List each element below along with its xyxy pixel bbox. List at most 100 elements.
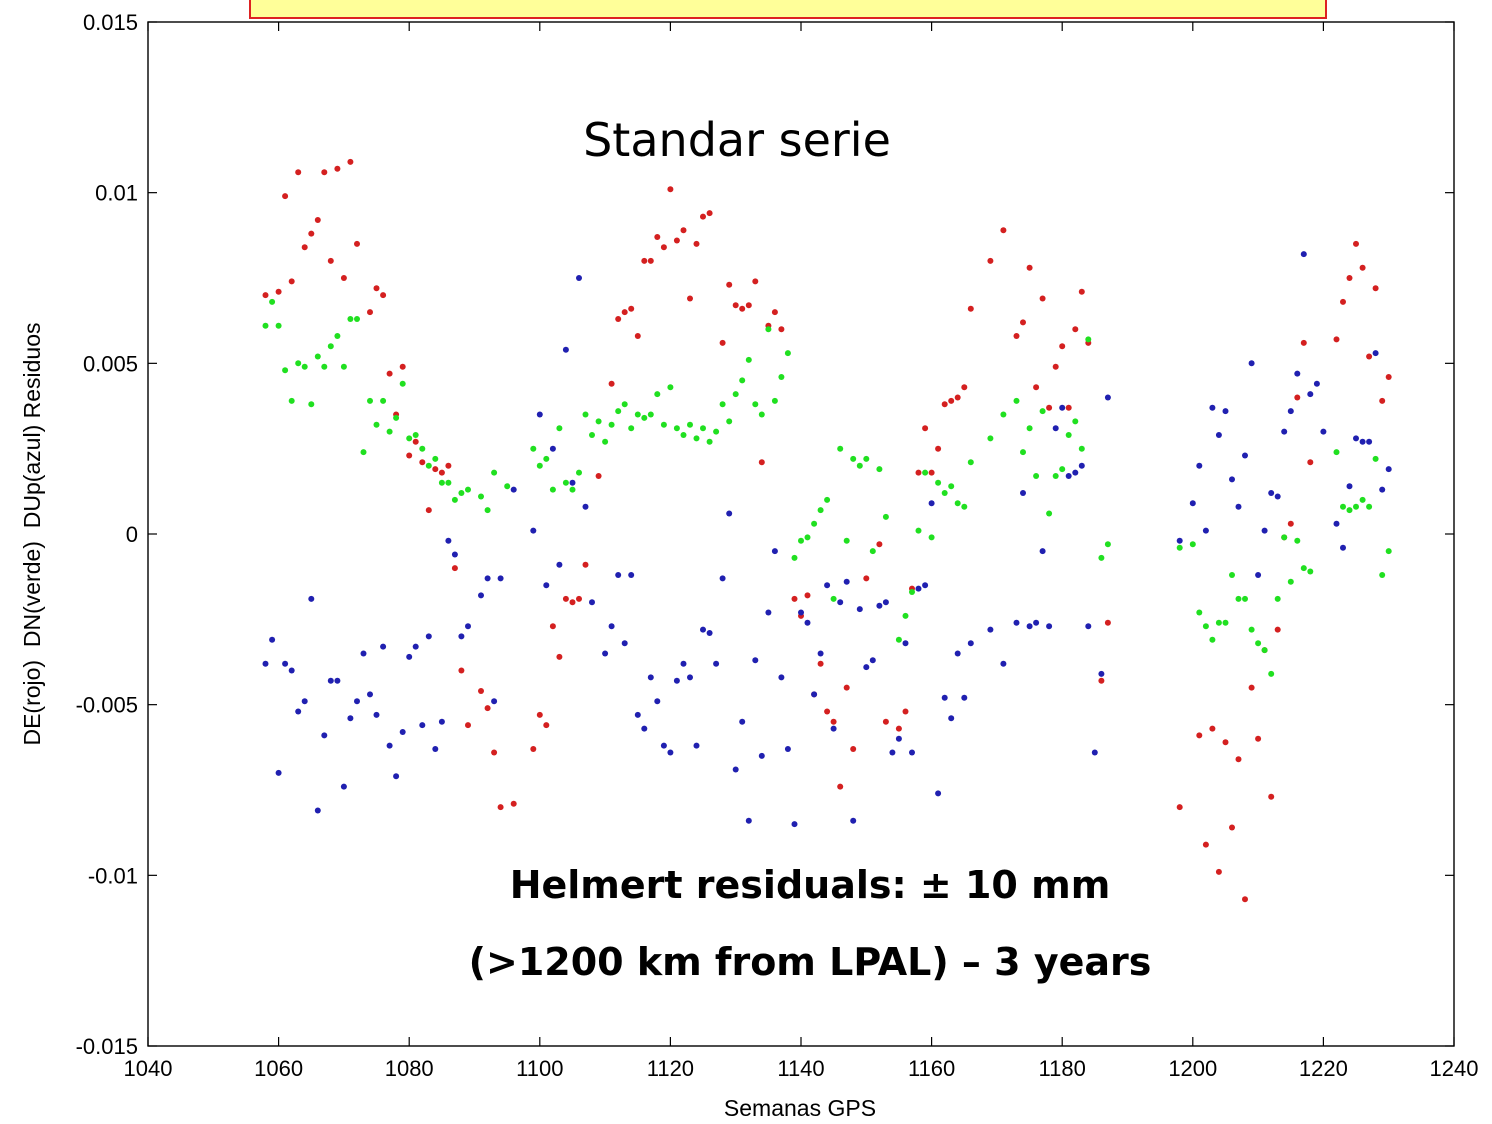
data-point — [347, 158, 354, 165]
data-point — [647, 257, 654, 264]
data-point — [1294, 370, 1301, 377]
data-point — [1242, 452, 1248, 459]
data-point — [288, 278, 295, 285]
data-point — [1346, 507, 1353, 514]
data-point — [1268, 793, 1275, 800]
data-point — [634, 711, 641, 718]
data-point — [771, 309, 778, 316]
x-tick-label: 1220 — [1299, 1056, 1348, 1081]
data-point — [589, 432, 595, 438]
data-point — [465, 486, 471, 493]
data-point — [504, 483, 511, 490]
data-point — [582, 561, 589, 568]
data-point — [1333, 449, 1340, 456]
data-point — [576, 595, 582, 602]
data-point — [1385, 374, 1392, 380]
data-point — [478, 592, 484, 599]
data-point — [739, 377, 746, 384]
data-point — [451, 496, 458, 503]
data-point — [438, 479, 445, 486]
data-point — [1176, 804, 1183, 811]
y-tick-label: 0 — [126, 522, 138, 547]
data-point — [569, 599, 576, 606]
data-point — [458, 490, 465, 496]
data-point — [608, 623, 615, 630]
data-point — [817, 507, 824, 514]
data-point — [595, 418, 602, 425]
data-point — [1307, 568, 1314, 575]
data-point — [811, 691, 818, 698]
data-point — [732, 391, 739, 398]
data-point — [1313, 380, 1320, 387]
data-point — [895, 725, 902, 732]
data-point — [1209, 725, 1216, 732]
data-point — [1248, 684, 1255, 691]
data-point — [1359, 496, 1366, 503]
data-point — [262, 322, 269, 329]
x-tick-label: 1180 — [1039, 1056, 1086, 1081]
data-point — [556, 561, 563, 568]
data-point — [817, 650, 824, 657]
data-point — [510, 800, 517, 807]
data-point — [967, 305, 974, 312]
data-point — [798, 609, 804, 616]
data-point — [367, 691, 373, 698]
data-point — [1078, 462, 1085, 469]
data-point — [340, 783, 347, 790]
data-point — [784, 746, 791, 752]
data-point — [660, 421, 667, 428]
data-point — [654, 234, 661, 240]
data-point — [700, 626, 706, 633]
data-point — [327, 343, 334, 350]
data-point — [1229, 824, 1235, 831]
data-point — [987, 435, 994, 442]
data-point — [458, 667, 465, 674]
data-point — [693, 435, 700, 442]
data-point — [438, 469, 445, 476]
data-point — [739, 305, 746, 312]
data-point — [576, 275, 582, 281]
data-point — [895, 735, 902, 742]
data-point — [327, 677, 334, 684]
data-point — [295, 360, 302, 367]
x-tick-label: 1040 — [124, 1056, 173, 1081]
data-point — [706, 438, 713, 445]
data-point — [1274, 626, 1281, 633]
data-point — [367, 309, 373, 316]
data-point — [687, 674, 693, 681]
data-point — [562, 479, 569, 486]
data-point — [262, 660, 269, 667]
data-point — [314, 353, 321, 360]
data-point — [641, 414, 648, 421]
data-point — [732, 302, 739, 309]
data-point — [706, 210, 713, 217]
data-point — [752, 401, 759, 408]
data-point — [967, 459, 974, 466]
data-point — [784, 350, 791, 357]
data-point — [373, 711, 380, 718]
data-point — [830, 595, 837, 602]
data-point — [706, 630, 713, 636]
data-point — [739, 718, 746, 725]
data-point — [687, 295, 693, 302]
data-point — [902, 612, 909, 619]
data-point — [602, 438, 609, 445]
data-point — [334, 165, 341, 172]
data-point — [876, 466, 883, 473]
data-point — [863, 664, 870, 671]
data-point — [1209, 636, 1216, 643]
data-point — [935, 790, 942, 797]
data-point — [1372, 350, 1379, 357]
data-point — [445, 462, 452, 469]
plot-area — [147, 21, 1455, 1047]
data-point — [386, 742, 393, 749]
data-point — [1052, 363, 1059, 370]
data-point — [876, 602, 883, 609]
data-point — [713, 660, 720, 667]
data-point — [386, 370, 393, 377]
data-point — [1033, 619, 1040, 626]
data-point — [902, 708, 909, 715]
data-point — [778, 374, 785, 380]
data-point — [425, 507, 432, 514]
